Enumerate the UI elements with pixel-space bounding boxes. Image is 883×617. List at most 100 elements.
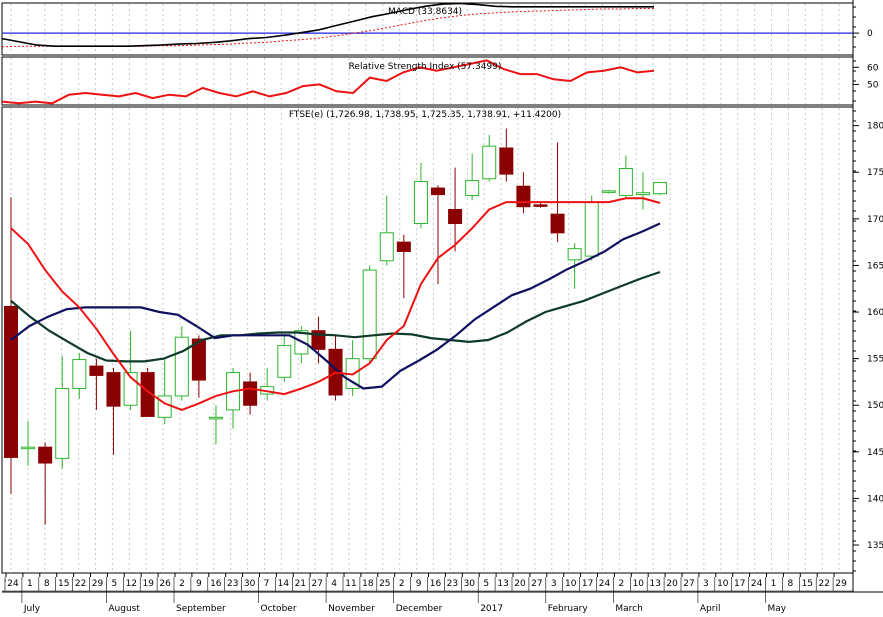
month-label: October <box>261 604 297 614</box>
candle <box>208 405 223 445</box>
x-tick-label: 10 <box>565 579 577 589</box>
candle <box>516 172 531 214</box>
candle <box>653 182 668 196</box>
candle <box>55 355 70 469</box>
candle-body <box>533 204 548 207</box>
x-tick-label: 16 <box>210 579 222 589</box>
candle-body <box>499 147 514 175</box>
candle <box>379 195 394 266</box>
candle <box>38 442 53 525</box>
candle-body <box>277 345 292 378</box>
x-tick-label: 24 <box>751 579 763 589</box>
x-tick-label: 27 <box>683 579 694 589</box>
y-tick-label: 1600 <box>867 308 883 318</box>
y-tick-label: 1650 <box>867 261 883 271</box>
x-tick-label: 2 <box>179 579 185 589</box>
x-tick-label: 27 <box>531 579 542 589</box>
y-tick-label: 1550 <box>867 355 883 365</box>
x-tick-label: 4 <box>331 579 337 589</box>
x-tick-label: 30 <box>464 579 476 589</box>
x-tick-label: 5 <box>483 579 489 589</box>
candle <box>482 134 497 182</box>
candle <box>106 367 121 455</box>
candle <box>277 335 292 382</box>
x-tick-label: 10 <box>633 579 645 589</box>
rsi-panel: 60 50 <box>1 58 879 105</box>
candle-body <box>465 180 480 197</box>
x-tick-label: 9 <box>416 579 422 589</box>
x-tick-label: 22 <box>818 579 829 589</box>
x-tick-label: 21 <box>295 579 306 589</box>
x-axis-origin-mark: ' <box>4 579 6 589</box>
candle-body <box>174 336 189 397</box>
candle <box>4 197 18 494</box>
candle-body <box>208 416 223 420</box>
candle <box>191 335 206 398</box>
y-tick-label: 60 <box>867 63 879 73</box>
candle-body <box>396 241 411 252</box>
month-label: March <box>615 604 642 614</box>
candle-body <box>38 446 53 464</box>
x-tick-label: 2 <box>619 579 625 589</box>
candle <box>618 155 633 199</box>
candle-body <box>653 182 668 195</box>
x-tick-label: 29 <box>92 579 104 589</box>
candle <box>311 316 326 364</box>
candle-body <box>362 269 377 360</box>
x-tick-label: 13 <box>649 579 660 589</box>
x-tick-label: 11 <box>345 579 356 589</box>
month-label: February <box>548 604 589 614</box>
y-tick-label: 0 <box>867 29 873 39</box>
candle-body <box>89 365 104 376</box>
candle-body <box>21 446 36 450</box>
month-label: 2017 <box>480 604 503 614</box>
candle <box>174 326 189 401</box>
candle-body <box>482 145 497 180</box>
x-tick-label: 26 <box>159 579 171 589</box>
month-label: July <box>23 604 41 614</box>
x-tick-label: 8 <box>788 579 794 589</box>
candle-body <box>516 185 531 208</box>
candle-body <box>550 213 565 234</box>
x-tick-label: 23 <box>447 579 458 589</box>
candle-body <box>72 359 87 389</box>
candle <box>396 234 411 299</box>
candle-body <box>584 201 599 257</box>
candle-body <box>635 192 650 196</box>
candle-body <box>431 187 445 196</box>
month-label: May <box>768 604 787 614</box>
candle <box>413 162 428 229</box>
x-axis: 24 1 8 15 22 29 5 12 19 26 2 9 16 23 30 7 14 21 27 4 11 18 25 2… <box>2 573 853 614</box>
price-panel: 1800 1750 1700 1650 1600 1550 1500 1450 1400 1350 <box>4 108 883 572</box>
macd-panel: 0 <box>1 2 873 54</box>
candle <box>601 189 616 194</box>
candle-body <box>243 381 258 406</box>
x-tick-label: 16 <box>430 579 442 589</box>
x-tick-label: 14 <box>278 579 290 589</box>
candle <box>226 367 241 429</box>
candle <box>550 142 565 243</box>
x-tick-label: 15 <box>802 579 813 589</box>
rsi-line <box>1 59 655 105</box>
x-tick-label: 13 <box>497 579 508 589</box>
candle <box>362 265 377 364</box>
candle-body <box>567 248 582 261</box>
candle <box>21 421 36 466</box>
y-tick-label: 1400 <box>867 494 883 504</box>
month-label: August <box>108 604 140 614</box>
x-tick-label: 3 <box>703 579 709 589</box>
candle-body <box>106 372 121 407</box>
candle <box>140 367 155 417</box>
x-tick-label: 20 <box>514 579 526 589</box>
y-tick-label: 1700 <box>867 215 883 225</box>
month-label: November <box>328 604 375 614</box>
x-tick-label: 24 <box>7 579 19 589</box>
month-label: April <box>700 604 721 614</box>
x-tick-label: 17 <box>582 579 593 589</box>
macd-line <box>1 2 654 48</box>
candle <box>72 353 87 399</box>
x-tick-label: 3 <box>551 579 557 589</box>
candle-body <box>618 168 633 197</box>
candle-body <box>448 209 463 225</box>
